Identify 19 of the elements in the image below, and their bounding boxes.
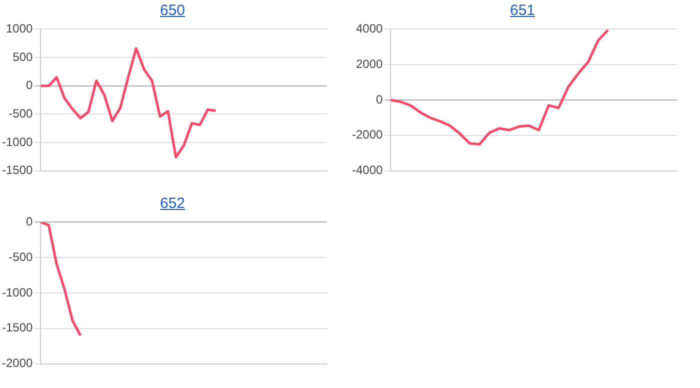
y-tick-label: -4000 [352, 163, 384, 178]
y-tick-label: -1500 [2, 163, 34, 178]
y-tick-label: 4000 [356, 22, 384, 36]
y-tick-label: 500 [12, 50, 34, 64]
y-tick-label: 0 [26, 78, 34, 92]
y-tick-label: -1000 [2, 285, 34, 300]
y-tick-label: 2000 [356, 56, 384, 71]
y-tick-label: -500 [8, 106, 34, 120]
y-tick-label: -1500 [2, 320, 34, 335]
y-tick-label: -500 [8, 250, 34, 264]
y-tick-label: -2000 [352, 128, 384, 142]
chart-title: 650 [160, 2, 186, 19]
chart-title: 652 [160, 195, 186, 212]
y-tick-label: 0 [26, 214, 34, 229]
y-tick-label: 1000 [6, 22, 34, 36]
y-tick-label: 0 [376, 92, 384, 106]
y-tick-label: -1000 [2, 134, 34, 149]
y-tick-label: -2000 [2, 356, 34, 370]
chart-title: 651 [510, 2, 536, 19]
